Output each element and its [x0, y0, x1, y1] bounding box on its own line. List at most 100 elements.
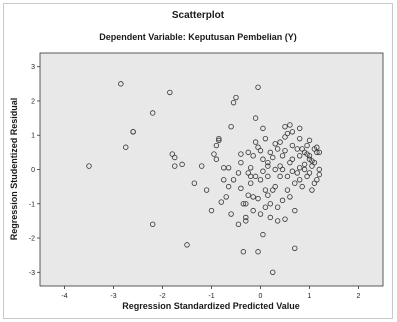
data-points — [86, 81, 322, 275]
data-point — [265, 159, 271, 166]
data-point — [255, 84, 261, 90]
x-tick-label: -1 — [208, 293, 214, 300]
data-point — [238, 159, 244, 166]
data-point — [260, 156, 266, 162]
data-point — [247, 165, 254, 171]
data-point — [225, 183, 232, 190]
data-point — [294, 146, 300, 152]
data-point — [118, 81, 124, 87]
data-point — [267, 214, 273, 221]
data-point — [235, 221, 242, 228]
data-point — [238, 151, 244, 157]
data-point — [221, 177, 227, 183]
data-point — [279, 197, 286, 204]
data-point — [149, 221, 156, 228]
data-point — [216, 137, 222, 144]
axis-ticks: -4 -3 -2 -1 0 1 2 -3 -2 -1 0 1 2 3 — [29, 64, 361, 300]
data-point — [265, 192, 271, 198]
chart-title: Scatterplot — [172, 10, 225, 21]
data-point — [86, 163, 92, 169]
y-tick-label: 0 — [31, 167, 35, 174]
data-point — [216, 135, 222, 142]
data-point — [230, 177, 237, 183]
x-tick-label: 0 — [259, 293, 263, 300]
data-point — [299, 183, 305, 190]
y-tick-label: 1 — [31, 133, 35, 140]
data-point — [309, 187, 315, 193]
chart-subtitle: Dependent Variable: Keputusan Pembelian … — [99, 32, 297, 42]
data-point — [297, 153, 303, 159]
data-point — [252, 139, 259, 145]
x-axis-label: Regression Standardized Predicted Value — [122, 301, 300, 311]
data-point — [245, 149, 251, 156]
data-point — [223, 194, 229, 200]
data-point — [287, 122, 293, 128]
data-point — [149, 110, 156, 116]
y-tick-label: -3 — [29, 270, 35, 277]
data-point — [304, 151, 310, 157]
data-point — [272, 166, 278, 173]
data-point — [297, 125, 303, 132]
data-point — [267, 149, 273, 156]
data-point — [282, 147, 288, 154]
data-point — [311, 159, 318, 166]
data-point — [243, 201, 249, 207]
data-point — [233, 94, 239, 101]
data-point — [250, 207, 256, 214]
data-point — [252, 115, 259, 121]
data-point — [292, 245, 298, 252]
data-point — [274, 218, 281, 224]
data-point — [279, 166, 286, 173]
data-point — [277, 173, 283, 180]
x-tick-label: -2 — [159, 293, 165, 300]
data-point — [235, 170, 242, 176]
data-point — [304, 142, 310, 149]
data-point — [172, 154, 178, 161]
plot-area — [39, 52, 384, 287]
data-point — [130, 129, 136, 135]
y-tick-label: -2 — [29, 236, 35, 243]
data-point — [208, 207, 215, 214]
data-point — [306, 170, 313, 176]
data-point — [191, 180, 198, 186]
data-point — [228, 123, 234, 130]
data-point — [250, 194, 256, 200]
y-axis-label: Regression Studentized Residual — [9, 98, 19, 241]
data-point — [260, 168, 266, 174]
data-point — [247, 180, 254, 186]
data-point — [123, 144, 129, 150]
data-point — [274, 204, 281, 210]
data-point — [262, 204, 269, 210]
data-point — [172, 163, 178, 169]
data-point — [252, 173, 259, 180]
data-point — [243, 218, 249, 224]
data-point — [257, 177, 264, 183]
y-tick-label: 3 — [31, 64, 35, 71]
data-point — [282, 216, 288, 222]
data-point — [284, 187, 291, 193]
data-point — [270, 269, 276, 275]
data-point — [250, 153, 256, 159]
data-point — [297, 165, 303, 171]
data-point — [306, 137, 313, 144]
data-point — [198, 163, 205, 169]
data-point — [228, 211, 234, 217]
x-tick-label: -4 — [61, 293, 67, 300]
scatterplot-chart: Scatterplot Dependent Variable: Keputusa… — [9, 10, 384, 311]
data-point — [294, 170, 300, 176]
data-point — [289, 129, 296, 135]
data-point — [289, 168, 296, 174]
data-point — [221, 165, 227, 171]
data-point — [179, 161, 185, 168]
data-point — [240, 201, 247, 207]
data-point — [306, 156, 313, 162]
data-point — [292, 180, 298, 186]
data-point — [262, 135, 269, 142]
x-tick-label: 1 — [308, 293, 312, 300]
data-point — [262, 187, 269, 193]
data-point — [255, 249, 261, 255]
data-point — [316, 166, 322, 173]
data-point — [316, 171, 322, 178]
data-point — [245, 192, 251, 198]
data-point — [274, 146, 281, 152]
